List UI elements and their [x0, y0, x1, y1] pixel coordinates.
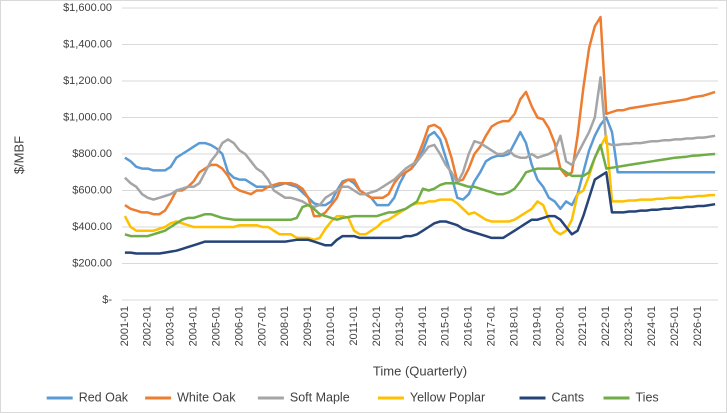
x-tick-label: 2012-01 [371, 306, 383, 346]
x-tick-label: 2002-01 [142, 306, 154, 346]
y-tick-label: $800.00 [72, 148, 112, 160]
x-tick-label: 2019-01 [531, 306, 543, 346]
series-line [124, 171, 716, 255]
legend-label: Cants [552, 390, 585, 404]
series-line [123, 134, 716, 242]
x-tick-label: 2016-01 [463, 306, 475, 346]
legend-label: Red Oak [79, 390, 129, 404]
y-tick-label: $1,000.00 [63, 111, 112, 123]
x-tick-label: 2025-01 [669, 306, 681, 346]
legend-label: White Oak [177, 390, 236, 404]
series-line [124, 143, 716, 238]
x-tick-label: 2021-01 [577, 306, 589, 346]
x-tick-label: 2007-01 [256, 306, 268, 346]
x-tick-label: 2009-01 [302, 306, 314, 346]
x-tick-label: 2024-01 [646, 306, 658, 346]
y-tick-label: $- [102, 294, 112, 306]
x-tick-label: 2022-01 [600, 306, 612, 346]
y-tick-label: $1,400.00 [63, 38, 112, 50]
legend-label: Yellow Poplar [410, 390, 485, 404]
x-tick-label: 2026-01 [692, 306, 704, 346]
x-tick-label: 2010-01 [325, 306, 337, 346]
x-tick-label: 2023-01 [623, 306, 635, 346]
x-tick-label: 2011-01 [348, 306, 360, 346]
y-tick-label: $1,600.00 [63, 2, 112, 14]
x-tick-label: 2003-01 [165, 306, 177, 346]
x-tick-label: 2015-01 [440, 306, 452, 346]
legend-label: Ties [636, 390, 659, 404]
x-axis-label: Time (Quarterly) [373, 363, 467, 378]
x-tick-label: 2001-01 [119, 306, 131, 346]
y-axis-label: $/MBF [11, 136, 26, 174]
y-tick-label: $1,200.00 [63, 75, 112, 87]
series-line [124, 76, 716, 209]
y-tick-label: $200.00 [72, 257, 112, 269]
x-tick-label: 2005-01 [210, 306, 222, 346]
y-tick-label: $600.00 [72, 184, 112, 196]
x-tick-label: 2006-01 [233, 306, 245, 346]
x-tick-label: 2013-01 [394, 306, 406, 346]
x-tick-label: 2014-01 [417, 306, 429, 346]
x-tick-label: 2008-01 [279, 306, 291, 346]
legend-label: Soft Maple [290, 390, 350, 404]
x-tick-label: 2018-01 [508, 306, 520, 346]
series-line [124, 15, 716, 218]
x-tick-label: 2004-01 [188, 306, 200, 346]
y-tick-label: $400.00 [72, 221, 112, 233]
x-tick-label: 2017-01 [486, 306, 498, 346]
x-tick-label: 2020-01 [554, 306, 566, 346]
